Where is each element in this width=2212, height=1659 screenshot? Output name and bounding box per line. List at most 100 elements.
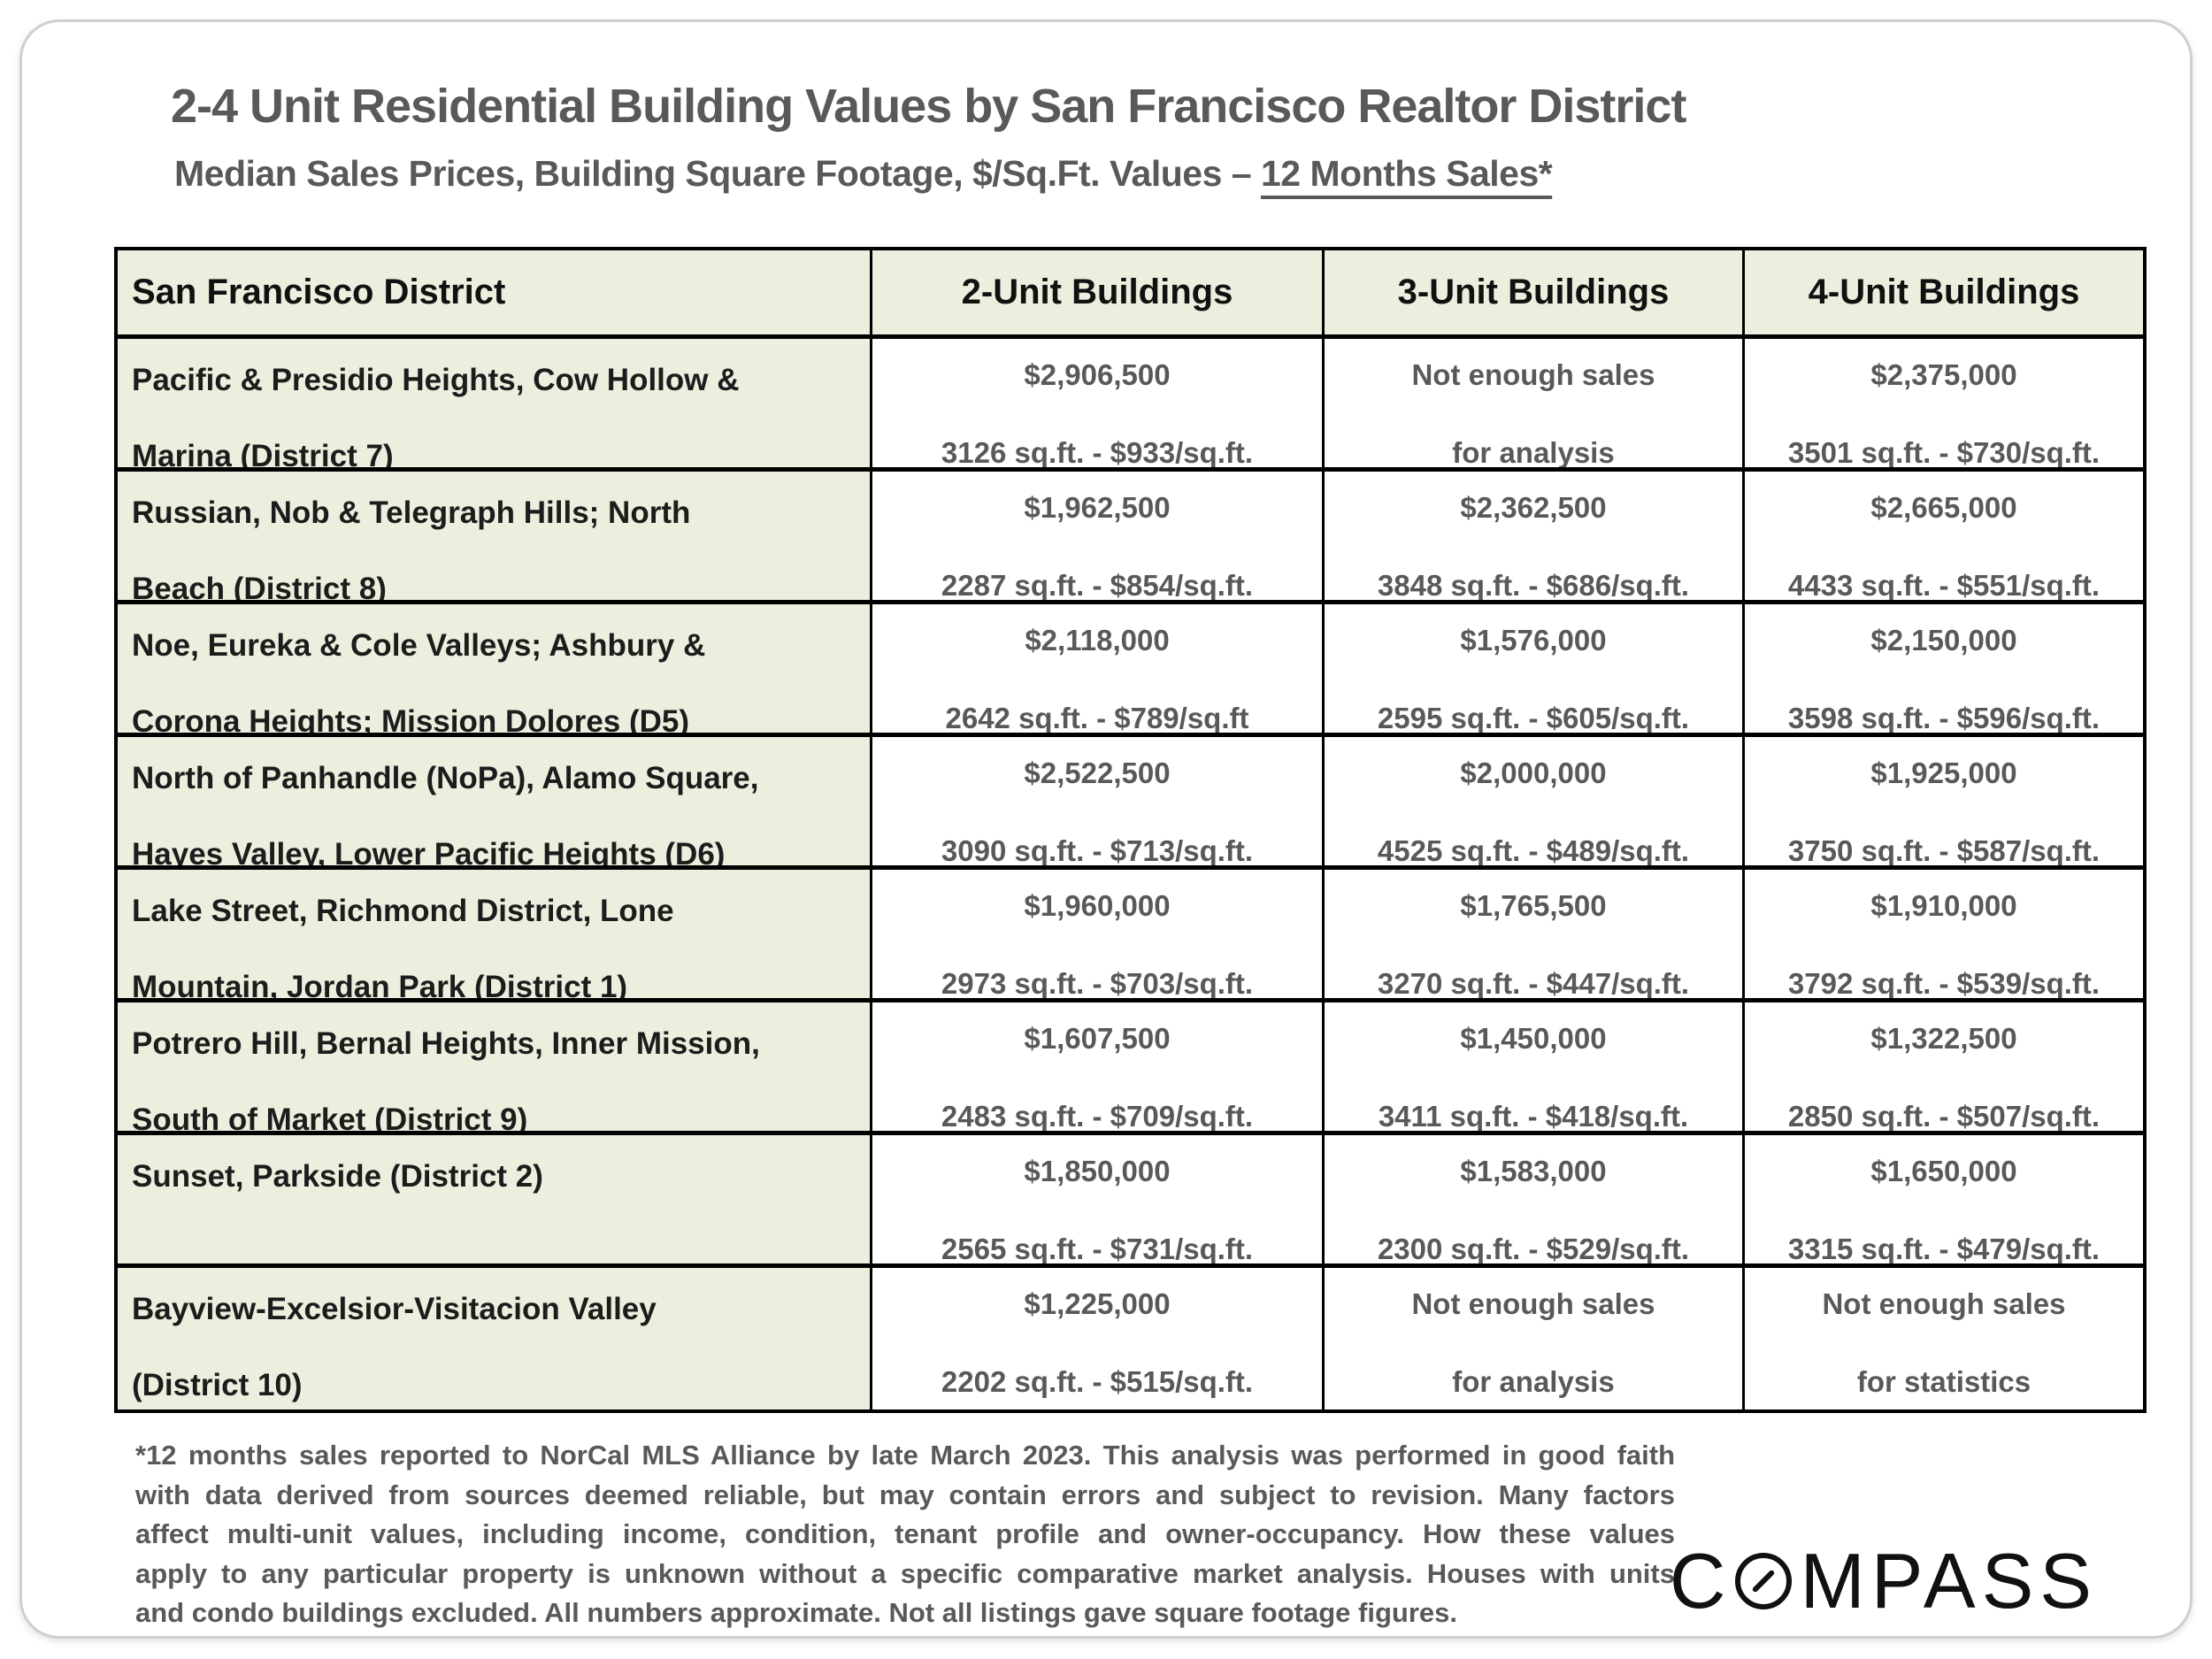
table-cell-2unit: $1,607,500 2483 sq.ft. - $709/sq.ft.	[872, 1002, 1322, 1131]
footnote-line: with data derived from sources deemed re…	[135, 1479, 1675, 1510]
sqft-value: 3848 sq.ft. - $686/sq.ft.	[1377, 569, 1690, 600]
table-cell-4unit: $1,925,000 3750 sq.ft. - $587/sq.ft.	[1745, 737, 2143, 865]
district-name: North of Panhandle (NoPa), Alamo Square,…	[118, 737, 870, 865]
median-price: $1,583,000	[1460, 1155, 1607, 1187]
column-header-4unit: 4-Unit Buildings	[1745, 250, 2143, 334]
sqft-value: for statistics	[1856, 1365, 2032, 1398]
page-title: 2-4 Unit Residential Building Values by …	[171, 80, 1686, 133]
median-price: $1,576,000	[1460, 624, 1607, 657]
table-cell-2unit: $1,960,000 2973 sq.ft. - $703/sq.ft.	[872, 870, 1322, 998]
subtitle-underlined-period: 12 Months Sales*	[1260, 153, 1553, 194]
subtitle-prefix: Median Sales Prices, Building Square Foo…	[174, 153, 1261, 194]
sqft-value: 2565 sq.ft. - $731/sq.ft.	[941, 1233, 1254, 1263]
report-card: 2-4 Unit Residential Building Values by …	[19, 19, 2193, 1639]
district-name: Bayview-Excelsior-Visitacion Valley (Dis…	[118, 1268, 870, 1409]
sqft-value: 3792 sq.ft. - $539/sq.ft.	[1787, 967, 2101, 998]
sqft-value: 2300 sq.ft. - $529/sq.ft.	[1377, 1233, 1690, 1263]
sqft-value: 4433 sq.ft. - $551/sq.ft.	[1787, 569, 2101, 600]
median-price: $2,118,000	[1025, 624, 1170, 657]
table-cell-4unit: $1,322,500 2850 sq.ft. - $507/sq.ft.	[1745, 1002, 2143, 1131]
median-price: $1,607,500	[1024, 1022, 1171, 1055]
district-name: Russian, Nob & Telegraph Hills; North Be…	[118, 472, 870, 600]
logo-letter-c: C	[1669, 1537, 1732, 1624]
sqft-value: 3411 sq.ft. - $418/sq.ft.	[1378, 1100, 1689, 1131]
table-cell-2unit: $2,118,000 2642 sq.ft. - $789/sq.ft	[872, 604, 1322, 733]
footnote-line: affect multi-unit values, including inco…	[135, 1518, 1675, 1549]
median-price: $2,665,000	[1870, 491, 2017, 524]
table-cell-3unit: Not enough sales for analysis	[1325, 339, 1742, 467]
column-header-district: San Francisco District	[118, 250, 870, 334]
sqft-value: 3090 sq.ft. - $713/sq.ft.	[941, 834, 1254, 865]
median-price: $1,925,000	[1870, 757, 2017, 789]
footnote-line: apply to any particular property is unkn…	[135, 1557, 1675, 1589]
sqft-value: 3501 sq.ft. - $730/sq.ft.	[1787, 436, 2101, 467]
table-cell-2unit: $1,962,500 2287 sq.ft. - $854/sq.ft.	[872, 472, 1322, 600]
median-price: Not enough sales	[1411, 358, 1655, 391]
compass-o-needle-icon	[1735, 1553, 1793, 1609]
median-price: Not enough sales	[1411, 1287, 1655, 1320]
median-price: $1,960,000	[1024, 889, 1171, 922]
footnote-line: and condo buildings excluded. All number…	[135, 1597, 1457, 1628]
table-cell-3unit: $2,362,500 3848 sq.ft. - $686/sq.ft.	[1325, 472, 1742, 600]
sqft-value: 3750 sq.ft. - $587/sq.ft.	[1787, 834, 2101, 865]
sqft-value: 2973 sq.ft. - $703/sq.ft.	[941, 967, 1254, 998]
district-name: Sunset, Parkside (District 2)	[118, 1135, 870, 1263]
median-price: $2,522,500	[1024, 757, 1171, 789]
sqft-value: 2287 sq.ft. - $854/sq.ft.	[941, 569, 1254, 600]
footnote-line: *12 months sales reported to NorCal MLS …	[135, 1440, 1675, 1471]
sqft-value: 2642 sq.ft. - $789/sq.ft	[945, 702, 1249, 733]
footnote: *12 months sales reported to NorCal MLS …	[135, 1436, 1675, 1633]
table-cell-3unit: $1,765,500 3270 sq.ft. - $447/sq.ft.	[1325, 870, 1742, 998]
table-cell-3unit: $1,576,000 2595 sq.ft. - $605/sq.ft.	[1325, 604, 1742, 733]
compass-logo: C MPASS	[1670, 1537, 2098, 1624]
median-price: $2,362,500	[1460, 491, 1607, 524]
median-price: $1,910,000	[1870, 889, 2017, 922]
table-cell-2unit: $1,850,000 2565 sq.ft. - $731/sq.ft.	[872, 1135, 1322, 1263]
sqft-value: 3315 sq.ft. - $479/sq.ft.	[1787, 1233, 2101, 1263]
median-price: $1,225,000	[1024, 1287, 1171, 1320]
column-header-3unit: 3-Unit Buildings	[1325, 250, 1742, 334]
median-price: $1,765,500	[1460, 889, 1607, 922]
sqft-value: 4525 sq.ft. - $489/sq.ft.	[1377, 834, 1690, 865]
sqft-value: for analysis	[1452, 1365, 1615, 1398]
table-cell-3unit: Not enough sales for analysis	[1325, 1268, 1742, 1409]
median-price: $1,650,000	[1870, 1155, 2017, 1187]
median-price: $2,000,000	[1460, 757, 1607, 789]
median-price: $2,150,000	[1870, 624, 2017, 657]
page-subtitle: Median Sales Prices, Building Square Foo…	[174, 153, 1553, 195]
sqft-value: 2595 sq.ft. - $605/sq.ft.	[1377, 702, 1690, 733]
table-cell-4unit: $2,150,000 3598 sq.ft. - $596/sq.ft.	[1745, 604, 2143, 733]
values-table: San Francisco District 2-Unit Buildings …	[114, 247, 2147, 1413]
table-cell-4unit: $2,375,000 3501 sq.ft. - $730/sq.ft.	[1745, 339, 2143, 467]
sqft-value: 2483 sq.ft. - $709/sq.ft.	[941, 1100, 1254, 1131]
table-cell-3unit: $1,450,000 3411 sq.ft. - $418/sq.ft.	[1325, 1002, 1742, 1131]
median-price: $1,450,000	[1460, 1022, 1607, 1055]
table-cell-4unit: $1,650,000 3315 sq.ft. - $479/sq.ft.	[1745, 1135, 2143, 1263]
district-name: Pacific & Presidio Heights, Cow Hollow &…	[118, 339, 870, 467]
table-cell-2unit: $2,522,500 3090 sq.ft. - $713/sq.ft.	[872, 737, 1322, 865]
district-name: Lake Street, Richmond District, Lone Mou…	[118, 870, 870, 998]
median-price: $2,375,000	[1870, 358, 2017, 391]
median-price: $1,962,500	[1024, 491, 1171, 524]
sqft-value: for analysis	[1452, 436, 1615, 467]
table-cell-2unit: $1,225,000 2202 sq.ft. - $515/sq.ft.	[872, 1268, 1322, 1409]
district-name: Noe, Eureka & Cole Valleys; Ashbury & Co…	[118, 604, 870, 733]
median-price: Not enough sales	[1822, 1287, 2066, 1320]
median-price: $2,906,500	[1024, 358, 1171, 391]
table-cell-4unit: Not enough sales for statistics	[1745, 1268, 2143, 1409]
table-cell-3unit: $2,000,000 4525 sq.ft. - $489/sq.ft.	[1325, 737, 1742, 865]
median-price: $1,850,000	[1024, 1155, 1171, 1187]
table-cell-4unit: $1,910,000 3792 sq.ft. - $539/sq.ft.	[1745, 870, 2143, 998]
sqft-value: 3126 sq.ft. - $933/sq.ft.	[941, 436, 1254, 467]
sqft-value: 2850 sq.ft. - $507/sq.ft.	[1787, 1100, 2101, 1131]
sqft-value: 2202 sq.ft. - $515/sq.ft.	[941, 1365, 1254, 1398]
column-header-2unit: 2-Unit Buildings	[872, 250, 1322, 334]
logo-letters-mpass: MPASS	[1800, 1537, 2098, 1624]
district-name: Potrero Hill, Bernal Heights, Inner Miss…	[118, 1002, 870, 1131]
sqft-value: 3598 sq.ft. - $596/sq.ft.	[1787, 702, 2101, 733]
sqft-value: 3270 sq.ft. - $447/sq.ft.	[1377, 967, 1690, 998]
table-cell-4unit: $2,665,000 4433 sq.ft. - $551/sq.ft.	[1745, 472, 2143, 600]
median-price: $1,322,500	[1870, 1022, 2017, 1055]
table-cell-3unit: $1,583,000 2300 sq.ft. - $529/sq.ft.	[1325, 1135, 1742, 1263]
table-cell-2unit: $2,906,500 3126 sq.ft. - $933/sq.ft.	[872, 339, 1322, 467]
